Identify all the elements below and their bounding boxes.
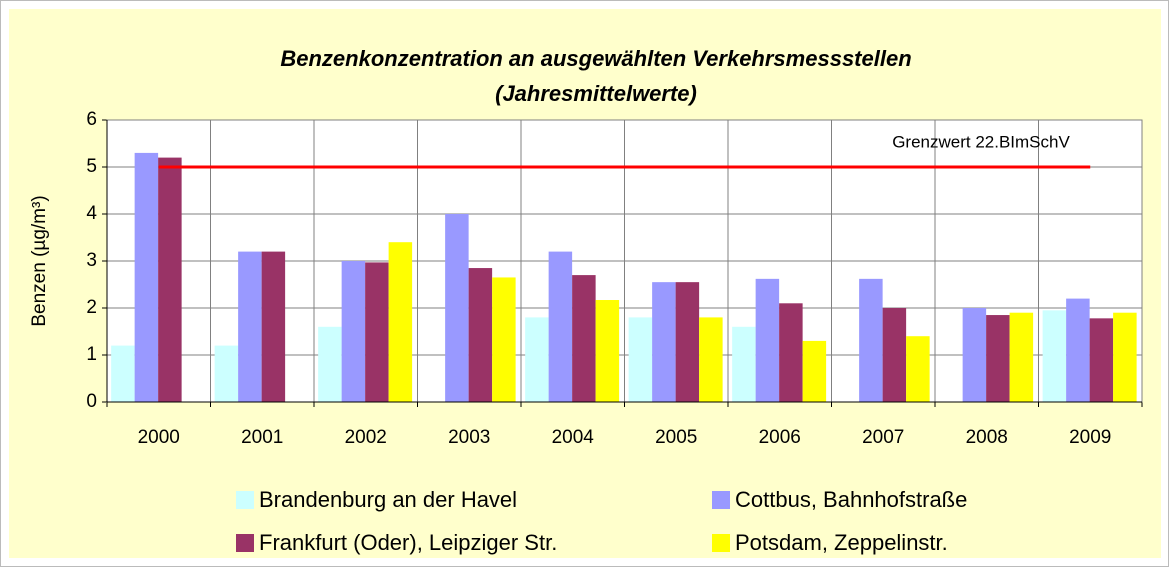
bar <box>572 275 596 402</box>
x-tick-label: 2003 <box>448 427 490 448</box>
y-tick-label: 4 <box>86 203 97 224</box>
bar <box>779 303 803 402</box>
x-tick-label: 2000 <box>138 427 180 448</box>
bar <box>699 317 723 402</box>
bar <box>628 317 653 402</box>
x-tick-label: 2004 <box>552 427 595 448</box>
x-tick-label: 2001 <box>241 427 283 448</box>
legend-label: Cottbus, Bahnhofstraße <box>735 487 967 512</box>
x-tick-label: 2007 <box>862 427 904 448</box>
bar <box>1066 298 1090 402</box>
bar <box>111 345 135 402</box>
bar <box>158 157 182 402</box>
x-tick-label: 2008 <box>966 427 1008 448</box>
bar <box>755 278 780 402</box>
legend-swatch <box>712 491 730 509</box>
bar <box>445 214 469 402</box>
y-tick-label: 2 <box>86 297 97 318</box>
x-tick-label: 2009 <box>1069 427 1111 448</box>
bar <box>214 345 239 402</box>
bar <box>492 277 516 402</box>
bar <box>468 268 493 402</box>
bar <box>1089 318 1114 402</box>
bar <box>802 340 827 402</box>
bar <box>548 251 573 402</box>
bar <box>859 278 883 402</box>
bar <box>341 261 366 402</box>
bar <box>238 251 262 402</box>
bar <box>986 315 1010 402</box>
y-tick-label: 6 <box>86 109 97 130</box>
bar <box>595 300 620 402</box>
legend-label: Brandenburg an der Havel <box>259 487 517 512</box>
legend-label: Frankfurt (Oder), Leipziger Str. <box>259 530 557 555</box>
x-tick-label: 2005 <box>655 427 697 448</box>
legend-label: Potsdam, Zeppelinstr. <box>735 530 948 555</box>
legend-swatch <box>712 534 730 552</box>
x-tick-label: 2002 <box>345 427 387 448</box>
bar <box>134 152 159 402</box>
x-tick-label: 2006 <box>759 427 801 448</box>
bar <box>962 308 987 402</box>
legend-swatch <box>236 534 254 552</box>
bar <box>882 308 907 402</box>
bar <box>1009 312 1034 402</box>
bar <box>1113 312 1137 402</box>
chart-title: (Jahresmittelwerte) <box>495 81 697 106</box>
bar <box>652 282 676 402</box>
bar <box>388 242 413 402</box>
legend-swatch <box>236 491 254 509</box>
threshold-label: Grenzwert 22.BImSchV <box>892 132 1070 151</box>
bar <box>318 326 342 402</box>
bar <box>675 282 700 402</box>
bar <box>906 336 930 402</box>
y-axis-label: Benzen (µg/m³) <box>29 195 50 326</box>
bar <box>525 317 549 402</box>
chart-title: Benzenkonzentration an ausgewählten Verk… <box>280 46 911 71</box>
bar <box>1042 310 1067 402</box>
bar <box>732 326 756 402</box>
y-tick-label: 5 <box>86 156 97 177</box>
y-tick-label: 1 <box>86 344 97 365</box>
y-tick-label: 3 <box>86 250 97 271</box>
y-tick-label: 0 <box>86 391 97 412</box>
bar <box>365 262 389 402</box>
bar <box>261 251 286 402</box>
